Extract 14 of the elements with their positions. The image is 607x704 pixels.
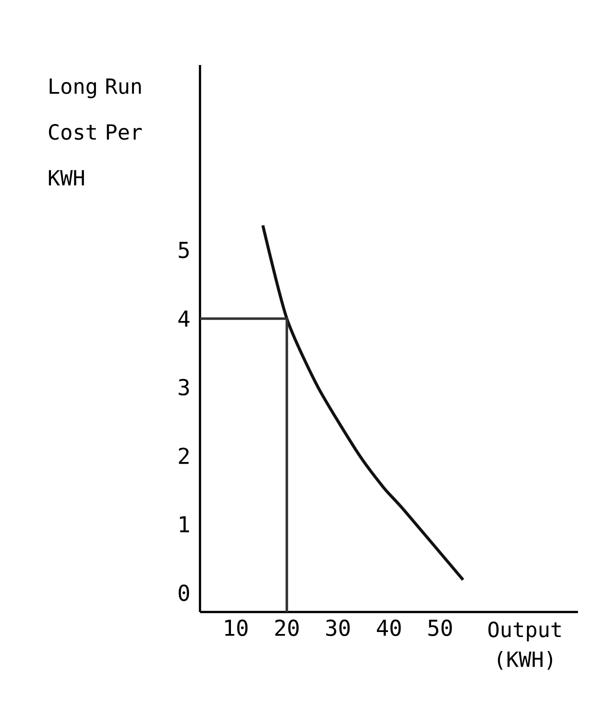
line-series — [261, 224, 465, 582]
x-tick-label: 20 — [275, 620, 299, 636]
x-tick-label: 10 — [225, 620, 248, 636]
y-tick-label: 2 — [178, 448, 189, 464]
x-tick-label: 40 — [376, 620, 401, 636]
y-tick-label: 0 — [178, 584, 190, 602]
y-tick-label: 5 — [178, 242, 189, 258]
x-tick-label: 30 — [326, 620, 350, 636]
x-axis-title: Output (KWH) — [488, 622, 561, 670]
y-tick-label: 3 — [178, 378, 189, 396]
y-tick-label: 1 — [180, 516, 189, 532]
y-tick-label: 4 — [178, 310, 190, 327]
text: Long Run Cost Per KWH — [48, 78, 142, 186]
x-tick-label: 50 — [428, 620, 452, 636]
